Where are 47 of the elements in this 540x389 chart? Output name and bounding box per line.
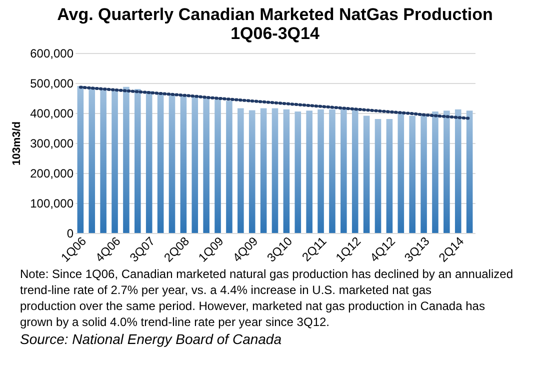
y-tick-label: 100,000 [30, 196, 74, 210]
bar [248, 110, 256, 233]
bar [294, 112, 302, 233]
bar [454, 109, 462, 233]
bar [329, 109, 336, 233]
y-tick-label: 400,000 [30, 106, 74, 120]
y-tick-label: 300,000 [30, 136, 74, 150]
bar [77, 86, 84, 233]
bar [134, 89, 141, 233]
bar [363, 116, 370, 233]
bar [306, 110, 312, 233]
y-tick-label: 200,000 [30, 166, 74, 180]
bar [432, 112, 438, 233]
y-tick-label: 600,000 [30, 46, 74, 60]
bar [203, 98, 210, 233]
y-tick-label: 500,000 [30, 76, 74, 90]
bar [409, 116, 416, 233]
bar [386, 119, 393, 233]
bar [340, 108, 347, 233]
bar [352, 108, 358, 233]
bar [214, 100, 221, 233]
bar [226, 100, 232, 233]
bar [318, 109, 324, 233]
bar [112, 90, 118, 233]
bar [88, 87, 96, 233]
bar [238, 108, 244, 233]
bar [444, 110, 450, 233]
bar [100, 89, 106, 233]
bar [283, 109, 290, 233]
bar [146, 91, 152, 233]
y-tick-label: 0 [66, 226, 74, 240]
bar [420, 114, 427, 233]
source-note: Source: National Energy Board of Canada [20, 331, 282, 347]
bar [168, 94, 176, 233]
bar [398, 113, 404, 233]
bar [157, 92, 164, 233]
bar [466, 110, 473, 233]
bar [374, 119, 382, 233]
bar [272, 108, 278, 233]
chart-title: Avg. Quarterly Canadian Marketed NatGas Production 1Q06-3Q14 [57, 5, 493, 43]
bar [192, 96, 198, 233]
bar [123, 86, 130, 233]
bar [260, 108, 267, 233]
line-series [78, 86, 472, 120]
text: Note: Since 1Q06, Canadian marketed natural gas production has declined by an annualized trend-line rate of 2.7% per year, vs. a 4.4% increase in U.S. marketed nat gas production over the same period. However, marketed nat gas production in Canada has grown by a solid 4.0% trend-line rate per year since 3Q12. [20, 267, 513, 329]
bar [180, 95, 187, 233]
y-axis-title: 103m3/d [11, 121, 24, 166]
